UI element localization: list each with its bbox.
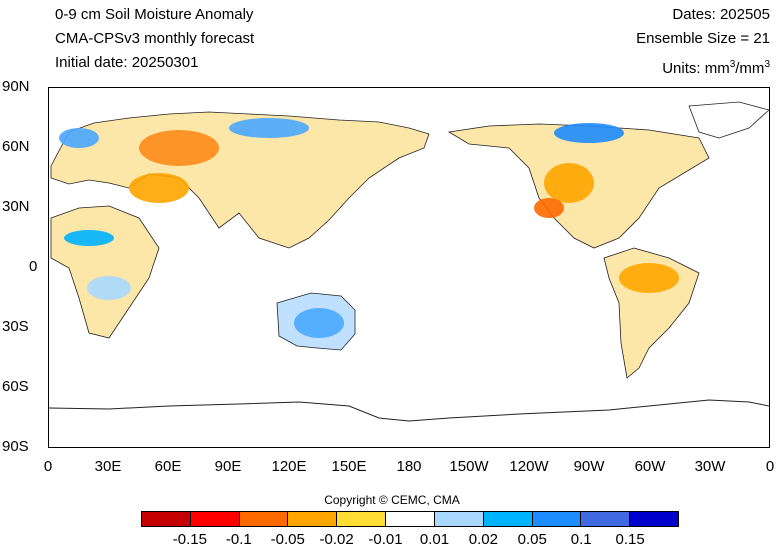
y-label-90s: 90S [2,438,29,455]
map-title: 0-9 cm Soil Moisture Anomaly [55,6,254,23]
x-label-120e: 120E [271,458,307,475]
model-name: CMA-CPSv3 monthly forecast [55,30,255,47]
legend-swatch-3 [288,512,338,526]
legend-swatch-10 [630,512,678,526]
color-legend-bar [141,511,679,527]
legend-swatch-7 [483,512,533,526]
legend-swatch-9 [581,512,631,526]
legend-label: 0.02 [468,531,498,548]
forecast-dates: Dates: 202505 [672,6,770,23]
x-label-90e: 90E [214,458,242,475]
legend-label: -0.01 [368,531,403,548]
legend-swatch-1 [190,512,240,526]
x-label-0: 0 [43,458,53,475]
x-label-120w: 120W [509,458,549,475]
y-label-30s: 30S [2,318,29,335]
legend-label: -0.05 [270,531,305,548]
legend-label: 0.05 [517,531,547,548]
y-label-90n: 90N [2,78,30,95]
y-label-30n: 30N [2,198,30,215]
legend-label: 0.1 [570,531,592,548]
legend-swatch-4 [337,512,387,526]
map-plot-area [48,87,770,448]
x-label-60w: 60W [634,458,666,475]
copyright-notice: Copyright © CEMC, CMA [324,493,460,507]
x-label-150w: 150W [449,458,489,475]
x-label-0-end: 0 [765,458,775,475]
legend-label: 0.15 [615,531,645,548]
ensemble-size: Ensemble Size = 21 [636,30,770,47]
world-map [49,101,769,422]
legend-label: -0.1 [225,531,252,548]
units-label: Units: mm3/mm3 [662,59,770,77]
x-label-90w: 90W [573,458,605,475]
legend-label: 0.01 [419,531,450,548]
legend-label: -0.02 [319,531,354,548]
anomaly-patches [59,118,679,338]
y-label-equator: 0 [29,258,38,275]
legend-swatch-5 [386,512,435,526]
y-label-60n: 60N [2,138,30,155]
legend-swatch-0 [142,512,191,526]
greenland-landmass [688,101,769,139]
x-label-60e: 60E [154,458,182,475]
antarctica-outline [49,399,769,422]
y-label-60s: 60S [2,378,29,395]
x-label-180: 180 [396,458,422,475]
legend-label: -0.15 [172,531,208,548]
x-label-30w: 30W [694,458,726,475]
legend-swatch-6 [434,512,484,526]
initial-date: Initial date: 20250301 [55,54,199,71]
x-label-150e: 150E [331,458,367,475]
legend-swatch-8 [532,512,582,526]
x-label-30e: 30E [94,458,122,475]
legend-swatch-2 [239,512,289,526]
